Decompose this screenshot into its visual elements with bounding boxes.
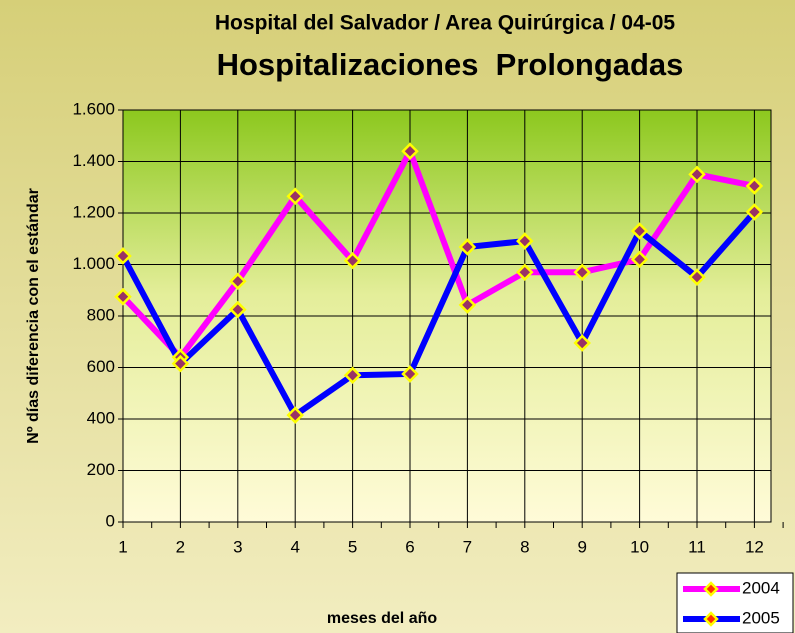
chart-title: Hospital del Salvador / Area Quirúrgica … bbox=[215, 12, 676, 35]
marker bbox=[688, 268, 706, 286]
y-tick-label: 600 bbox=[87, 357, 115, 376]
x-tick-label: 5 bbox=[348, 537, 357, 556]
x-tick-label: 1 bbox=[118, 537, 127, 556]
marker bbox=[573, 334, 591, 352]
marker bbox=[688, 165, 706, 184]
y-tick-label: 1.600 bbox=[72, 99, 115, 118]
marker bbox=[343, 366, 362, 384]
marker bbox=[401, 365, 419, 383]
marker bbox=[745, 203, 764, 221]
marker bbox=[573, 263, 591, 281]
series-line bbox=[120, 209, 757, 419]
series-line bbox=[120, 148, 755, 361]
marker bbox=[630, 250, 649, 269]
marker bbox=[171, 354, 190, 373]
y-tick-label: 1.400 bbox=[72, 151, 115, 170]
marker bbox=[516, 263, 534, 281]
x-tick-label: 6 bbox=[405, 537, 414, 556]
chart-subtitle: Hospitalizaciones Prolongadas bbox=[217, 47, 684, 82]
y-tick-label: 400 bbox=[87, 408, 115, 427]
marker bbox=[745, 177, 764, 195]
marker bbox=[458, 296, 477, 314]
x-tick-label: 10 bbox=[630, 537, 649, 556]
marker bbox=[114, 247, 132, 265]
marker bbox=[114, 287, 132, 306]
plot-border bbox=[122, 109, 772, 523]
y-tick-label: 1.200 bbox=[72, 202, 115, 221]
marker bbox=[516, 232, 534, 250]
y-tick-label: 1.000 bbox=[72, 254, 115, 273]
x-tick-label: 4 bbox=[290, 537, 299, 556]
marker bbox=[401, 142, 419, 160]
legend-marker bbox=[703, 611, 719, 627]
marker bbox=[286, 406, 304, 424]
marker bbox=[229, 300, 247, 319]
x-tick-label: 9 bbox=[577, 537, 586, 556]
marker bbox=[458, 238, 477, 256]
x-tick-label: 7 bbox=[463, 537, 472, 556]
legend bbox=[676, 572, 794, 633]
x-tick-label: 12 bbox=[745, 537, 764, 556]
x-tick-label: 8 bbox=[520, 537, 529, 556]
legend-label: 2004 bbox=[742, 578, 780, 597]
marker bbox=[286, 187, 304, 206]
x-tick-label: 3 bbox=[233, 537, 242, 556]
y-tick-label: 200 bbox=[87, 460, 115, 479]
marker bbox=[343, 251, 362, 270]
legend-marker bbox=[703, 581, 719, 597]
x-tick-label: 2 bbox=[176, 537, 185, 556]
y-axis-label: Nº días diferencia con el estándar bbox=[25, 188, 42, 444]
marker bbox=[229, 272, 247, 291]
y-tick-label: 0 bbox=[106, 511, 115, 530]
legend-label: 2005 bbox=[742, 608, 780, 627]
y-tick-label: 800 bbox=[87, 305, 115, 324]
marker bbox=[630, 222, 649, 240]
x-axis-label: meses del año bbox=[327, 610, 438, 627]
x-tick-label: 11 bbox=[688, 537, 706, 556]
